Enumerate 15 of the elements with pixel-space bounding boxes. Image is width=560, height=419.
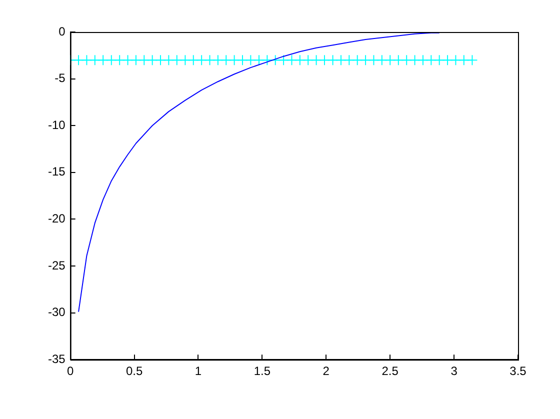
x-tick-label: 3 xyxy=(450,364,458,378)
x-tick-label: 0.5 xyxy=(126,364,143,378)
y-tick-label: -30 xyxy=(48,305,66,320)
y-tick-label: -35 xyxy=(48,352,66,366)
y-tick-label: 0 xyxy=(58,24,66,38)
x-tick-label: 2.5 xyxy=(382,364,399,378)
y-tick-label: -15 xyxy=(48,164,66,179)
y-tick-label: -25 xyxy=(48,258,66,272)
y-tick-label: -20 xyxy=(48,212,66,226)
y-tick-label: -10 xyxy=(48,118,66,132)
x-tick-label: 3.5 xyxy=(510,364,527,378)
x-tick-label: 1 xyxy=(194,364,202,378)
x-tick-label: 1.5 xyxy=(254,364,271,378)
y-tick-label: -5 xyxy=(54,71,66,86)
x-tick-label: 2 xyxy=(322,364,330,378)
